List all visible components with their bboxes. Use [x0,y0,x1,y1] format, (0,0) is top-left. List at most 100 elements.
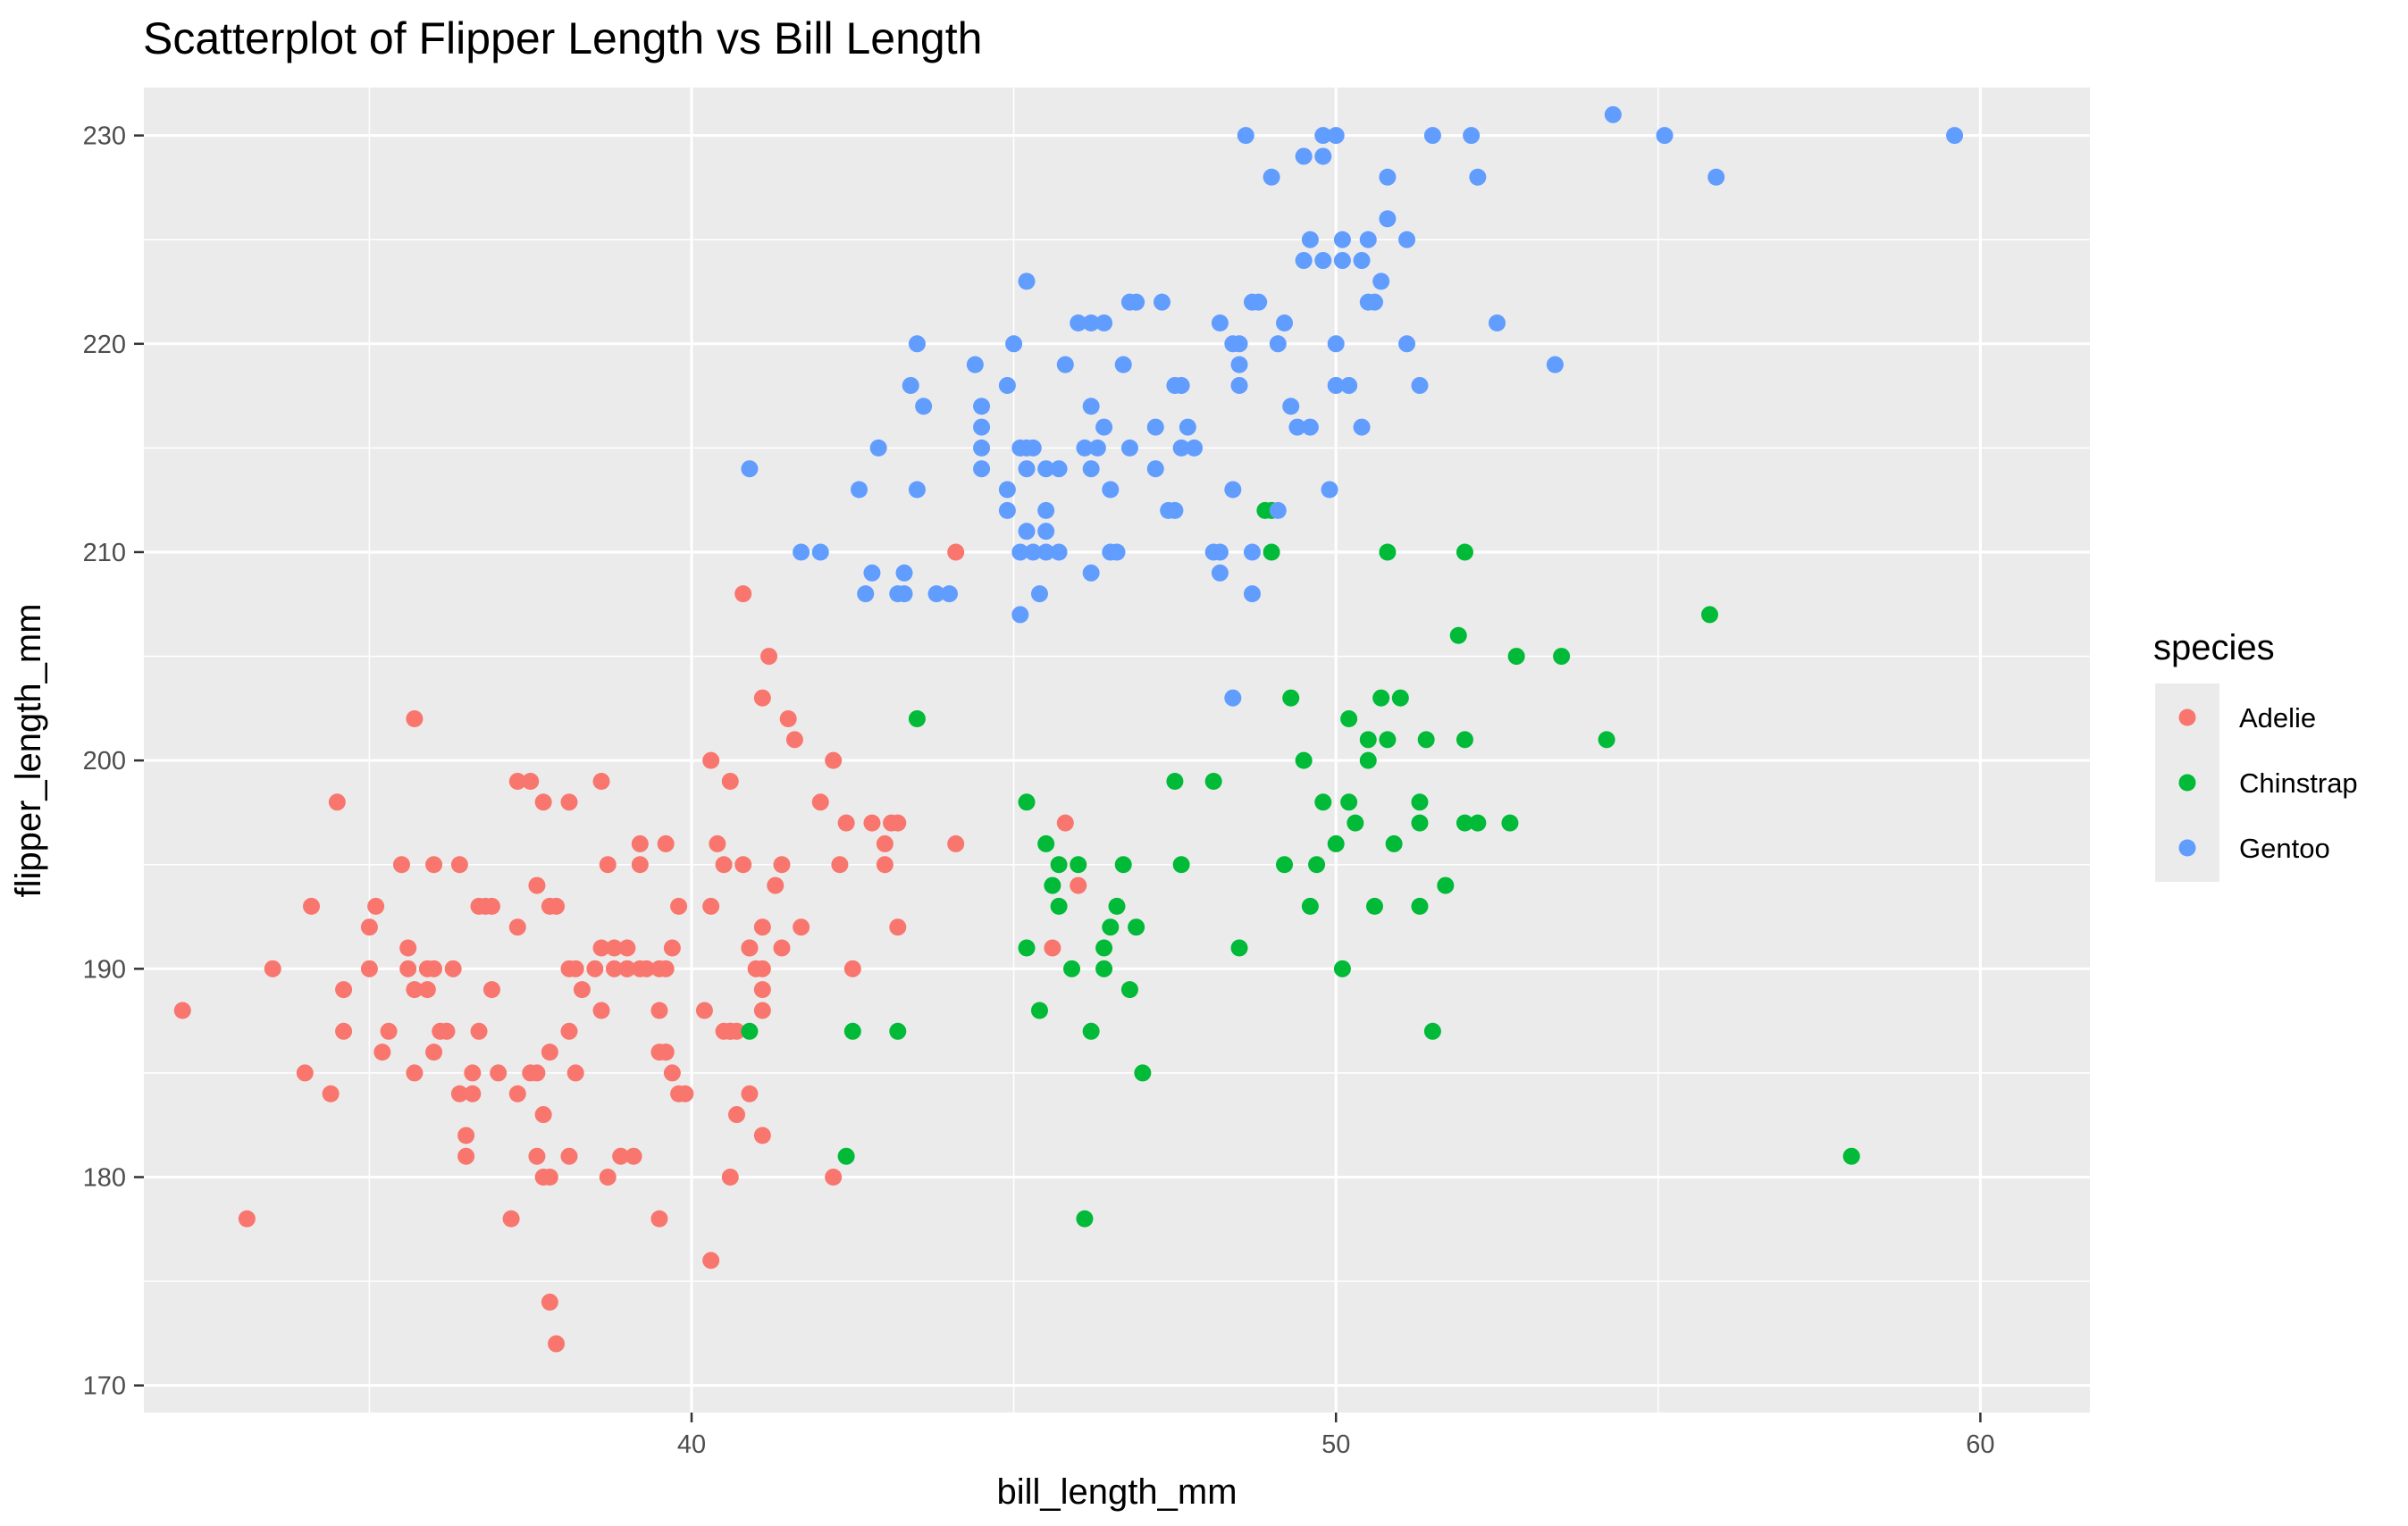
data-point [1082,460,1100,478]
data-point [727,1106,745,1124]
data-point [1347,814,1364,832]
data-point [753,960,771,977]
data-point [490,1064,508,1082]
data-point [1166,501,1184,519]
data-point [450,1085,468,1103]
data-point [1120,293,1138,311]
data-point [1095,939,1113,957]
data-point [831,856,849,874]
data-point [425,856,443,874]
data-point [753,1127,771,1144]
data-point [1327,834,1345,852]
data-point [238,1210,256,1228]
data-point [709,834,726,852]
data-point [592,939,610,957]
data-point [721,1169,739,1186]
data-point [773,856,791,874]
data-point [908,710,926,728]
series-adelie [173,543,1087,1353]
data-point [650,1002,668,1019]
data-point [482,981,500,999]
data-point [1946,127,1964,145]
data-point [1088,439,1106,457]
data-point [548,1335,566,1353]
data-point [1044,876,1061,894]
data-point [741,1085,759,1103]
data-point [753,918,771,936]
data-point [741,460,759,478]
data-point [1314,147,1332,165]
data-point [534,1106,552,1124]
data-point [528,876,546,894]
data-point [825,751,843,769]
data-point [785,731,803,749]
data-point [998,501,1016,519]
data-point [1308,856,1326,874]
data-points [173,105,1964,1353]
data-point [1050,460,1068,478]
data-point [1070,314,1087,331]
data-point [444,960,462,977]
data-point [1301,231,1319,248]
data-point [1044,939,1061,957]
data-point [1359,751,1377,769]
data-point [1095,314,1113,331]
legend-key-gentoo [2178,839,2196,857]
legend-title: species [2153,628,2275,667]
data-point [1423,127,1441,145]
y-axis: 170 180 190 200 210 220 230 [83,122,144,1401]
data-point [889,814,907,832]
data-point [998,481,1016,499]
data-point [1546,356,1564,373]
data-point [1372,689,1390,707]
data-point [1314,252,1332,270]
data-point [592,772,610,790]
data-point [1037,543,1055,561]
data-point [1018,460,1036,478]
data-point [869,439,887,457]
data-point [1263,543,1280,561]
data-point [973,460,991,478]
data-point [753,981,771,999]
data-point [625,1147,642,1165]
data-point [450,856,468,874]
data-point [702,897,720,915]
data-point [857,585,875,603]
series-gentoo [741,105,1964,707]
data-point [947,834,965,852]
legend-label-adelie: Adelie [2239,702,2316,734]
y-tick-label: 210 [83,539,126,567]
data-point [541,1169,558,1186]
data-point [1230,356,1248,373]
data-point [1018,939,1036,957]
data-point [173,1002,191,1019]
data-point [1050,897,1068,915]
data-point [837,1147,855,1165]
data-point [528,1147,546,1165]
data-point [966,356,984,373]
data-point [927,585,945,603]
data-point [1700,606,1718,624]
data-point [522,1064,540,1082]
data-point [1340,710,1358,728]
data-point [457,1127,475,1144]
data-point [908,335,926,353]
data-point [631,856,649,874]
data-point [1301,897,1319,915]
data-point [1230,376,1248,394]
data-point [541,1293,558,1311]
data-point [399,939,417,957]
data-point [1469,814,1487,832]
data-point [1172,376,1190,394]
data-point [599,856,617,874]
data-point [1327,127,1345,145]
data-point [1128,918,1145,936]
data-point [399,960,417,977]
data-point [1120,439,1138,457]
data-point [1327,376,1345,394]
data-point [425,960,443,977]
data-point [973,439,991,457]
data-point [1063,960,1081,977]
data-point [1463,127,1481,145]
y-tick-label: 190 [83,955,126,984]
